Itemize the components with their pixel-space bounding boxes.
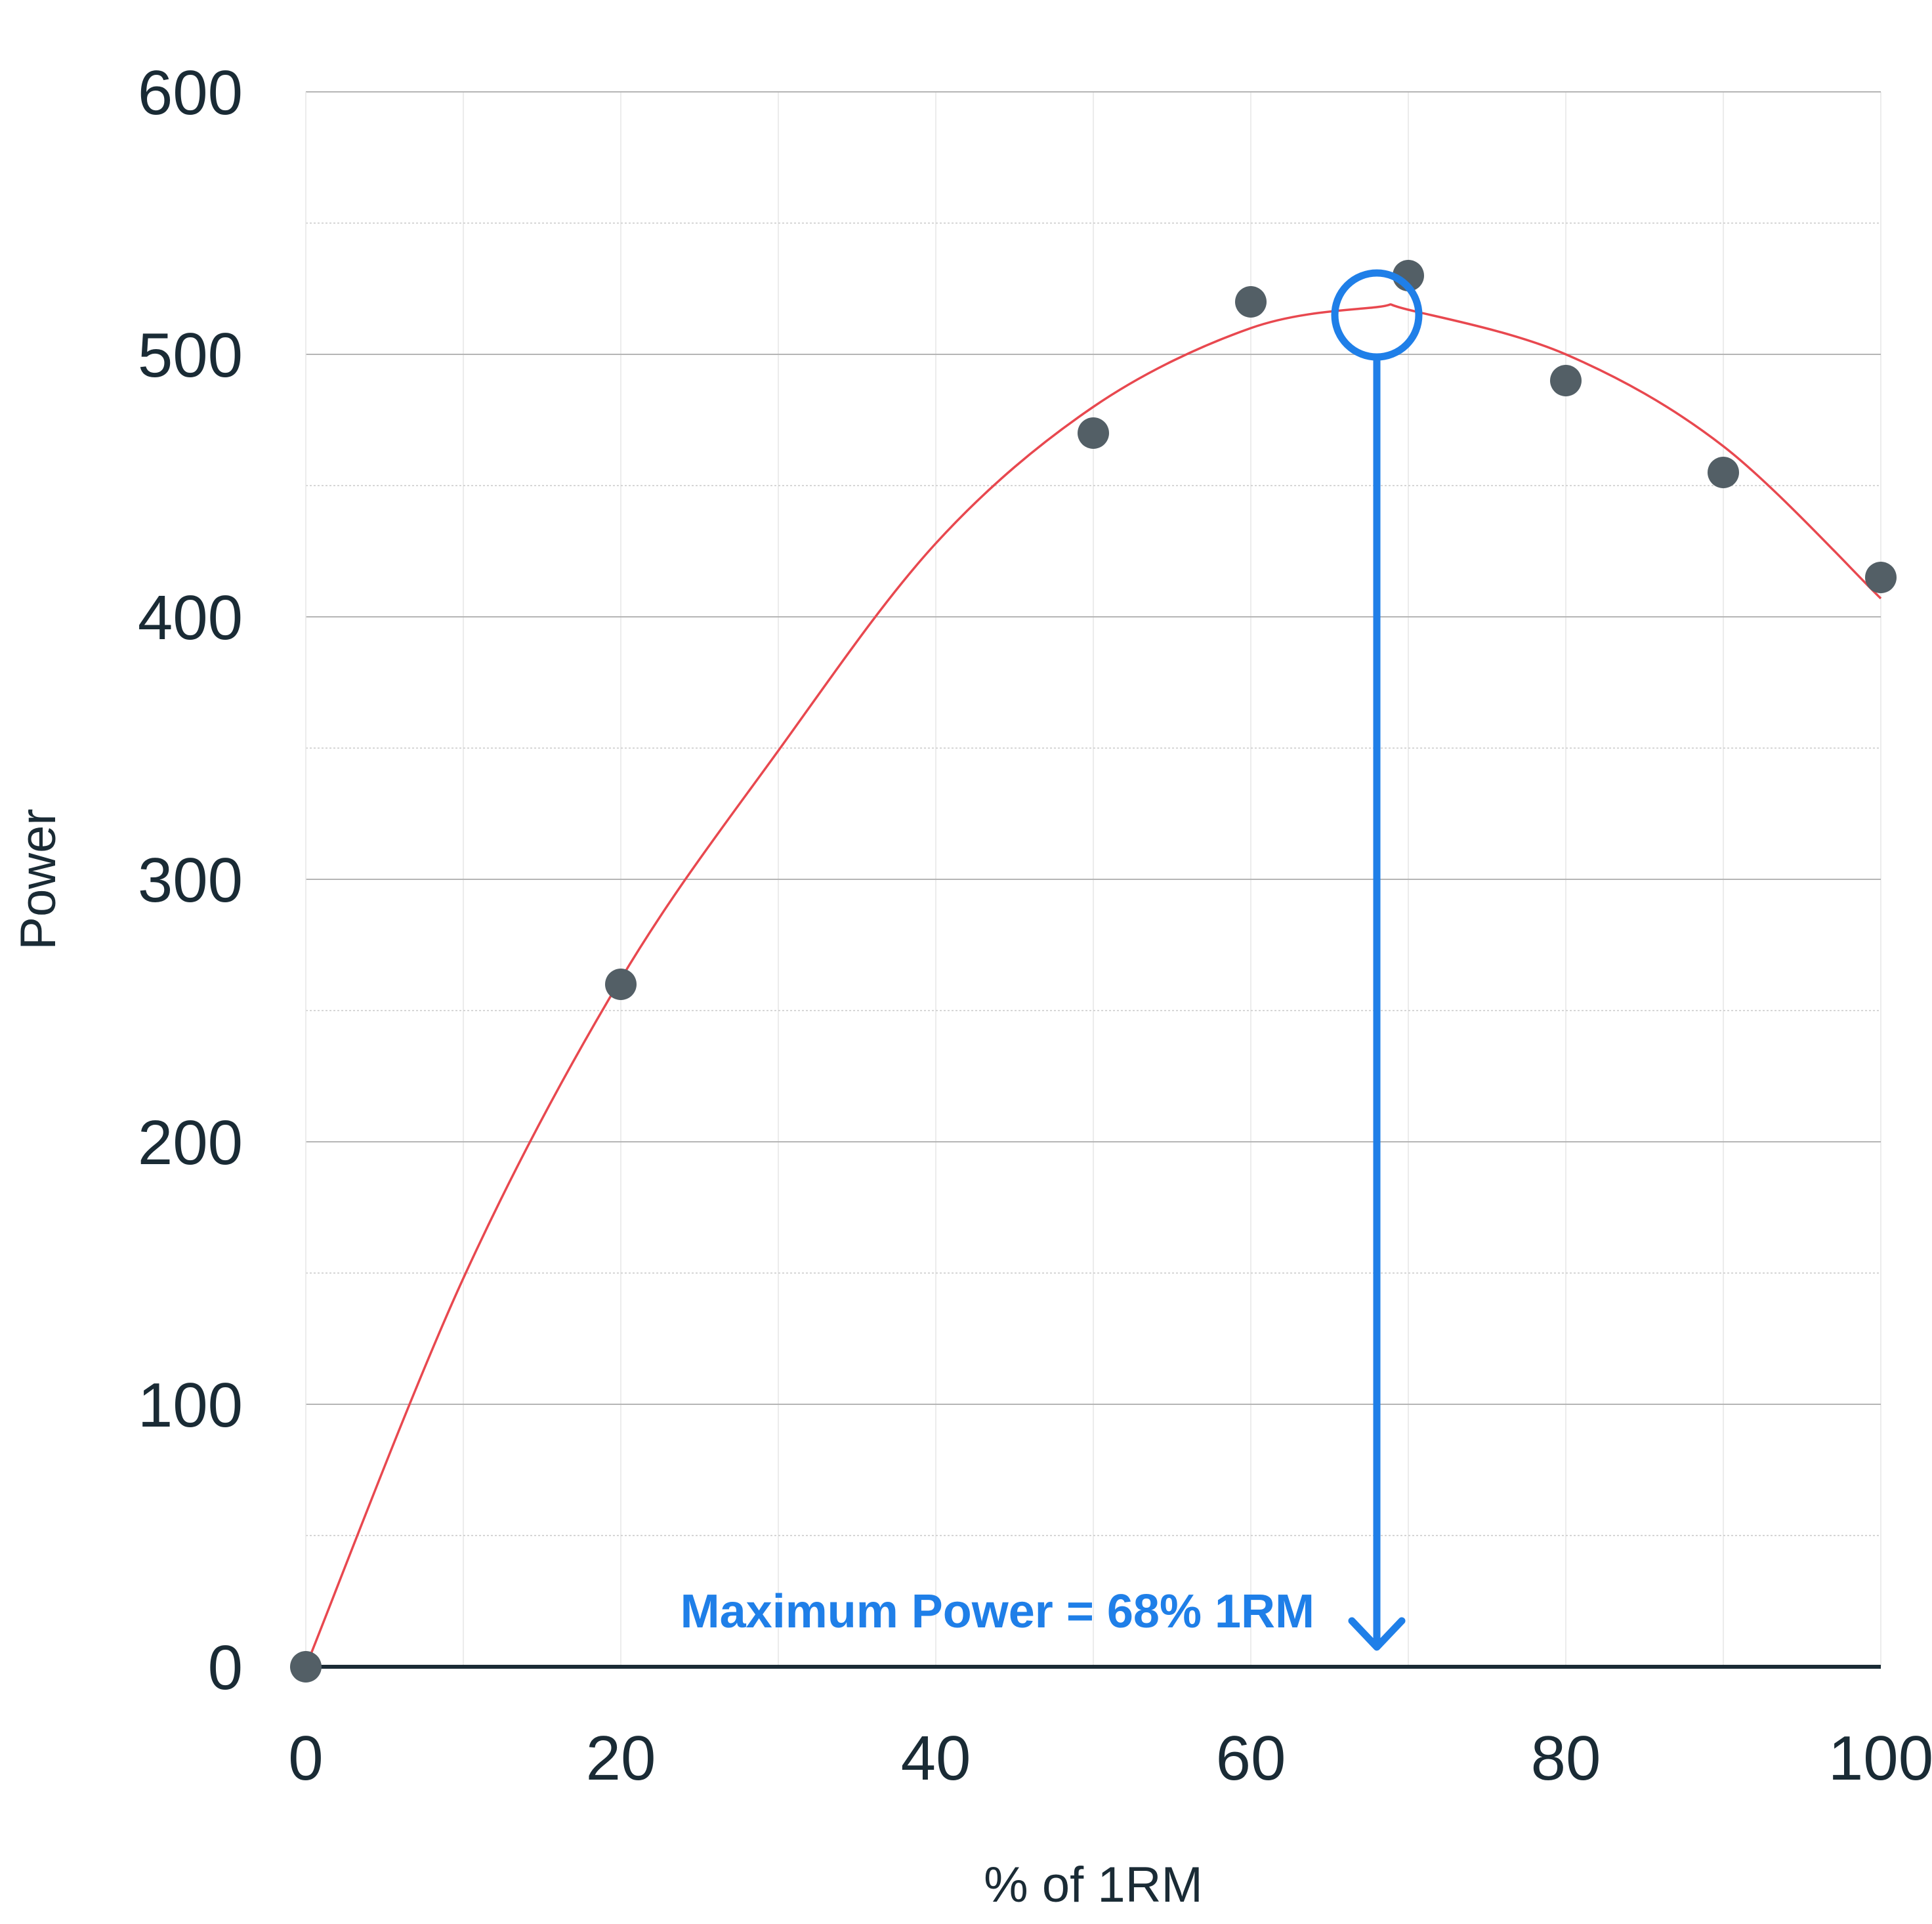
y-axis-ticks: 0 100 200 300 400 500 600 — [138, 58, 243, 1703]
y-tick-label: 400 — [138, 583, 243, 653]
y-tick-label: 300 — [138, 845, 243, 915]
x-tick-label: 0 — [288, 1723, 323, 1793]
x-tick-label: 20 — [586, 1723, 656, 1793]
peak-marker-circle — [1331, 269, 1423, 361]
data-point — [1550, 365, 1582, 396]
x-axis-title: % of 1RM — [984, 1857, 1203, 1913]
max-power-annotation: Maximum Power = 68% 1RM — [681, 269, 1423, 1651]
x-tick-label: 100 — [1828, 1723, 1932, 1793]
data-point — [290, 1651, 322, 1683]
y-tick-label: 500 — [138, 320, 243, 390]
peak-arrow-head — [1348, 1617, 1406, 1651]
x-tick-label: 60 — [1216, 1723, 1286, 1793]
y-tick-label: 100 — [138, 1370, 243, 1440]
x-axis-ticks: 0 20 40 60 80 100 — [288, 1723, 1932, 1793]
data-point — [1235, 286, 1267, 318]
data-point — [1078, 417, 1109, 449]
x-tick-label: 80 — [1531, 1723, 1601, 1793]
annotation-label: Maximum Power = 68% 1RM — [681, 1585, 1314, 1638]
y-tick-label: 0 — [208, 1633, 243, 1703]
grid — [305, 91, 1881, 1667]
data-point — [1865, 562, 1897, 593]
y-tick-label: 600 — [138, 58, 243, 128]
x-tick-label: 40 — [901, 1723, 971, 1793]
data-points — [290, 260, 1897, 1683]
y-tick-label: 200 — [138, 1108, 243, 1178]
data-point — [605, 969, 637, 1000]
data-point — [1708, 457, 1739, 488]
y-axis-title: Power — [10, 808, 66, 950]
fit-curve — [304, 303, 1882, 1667]
